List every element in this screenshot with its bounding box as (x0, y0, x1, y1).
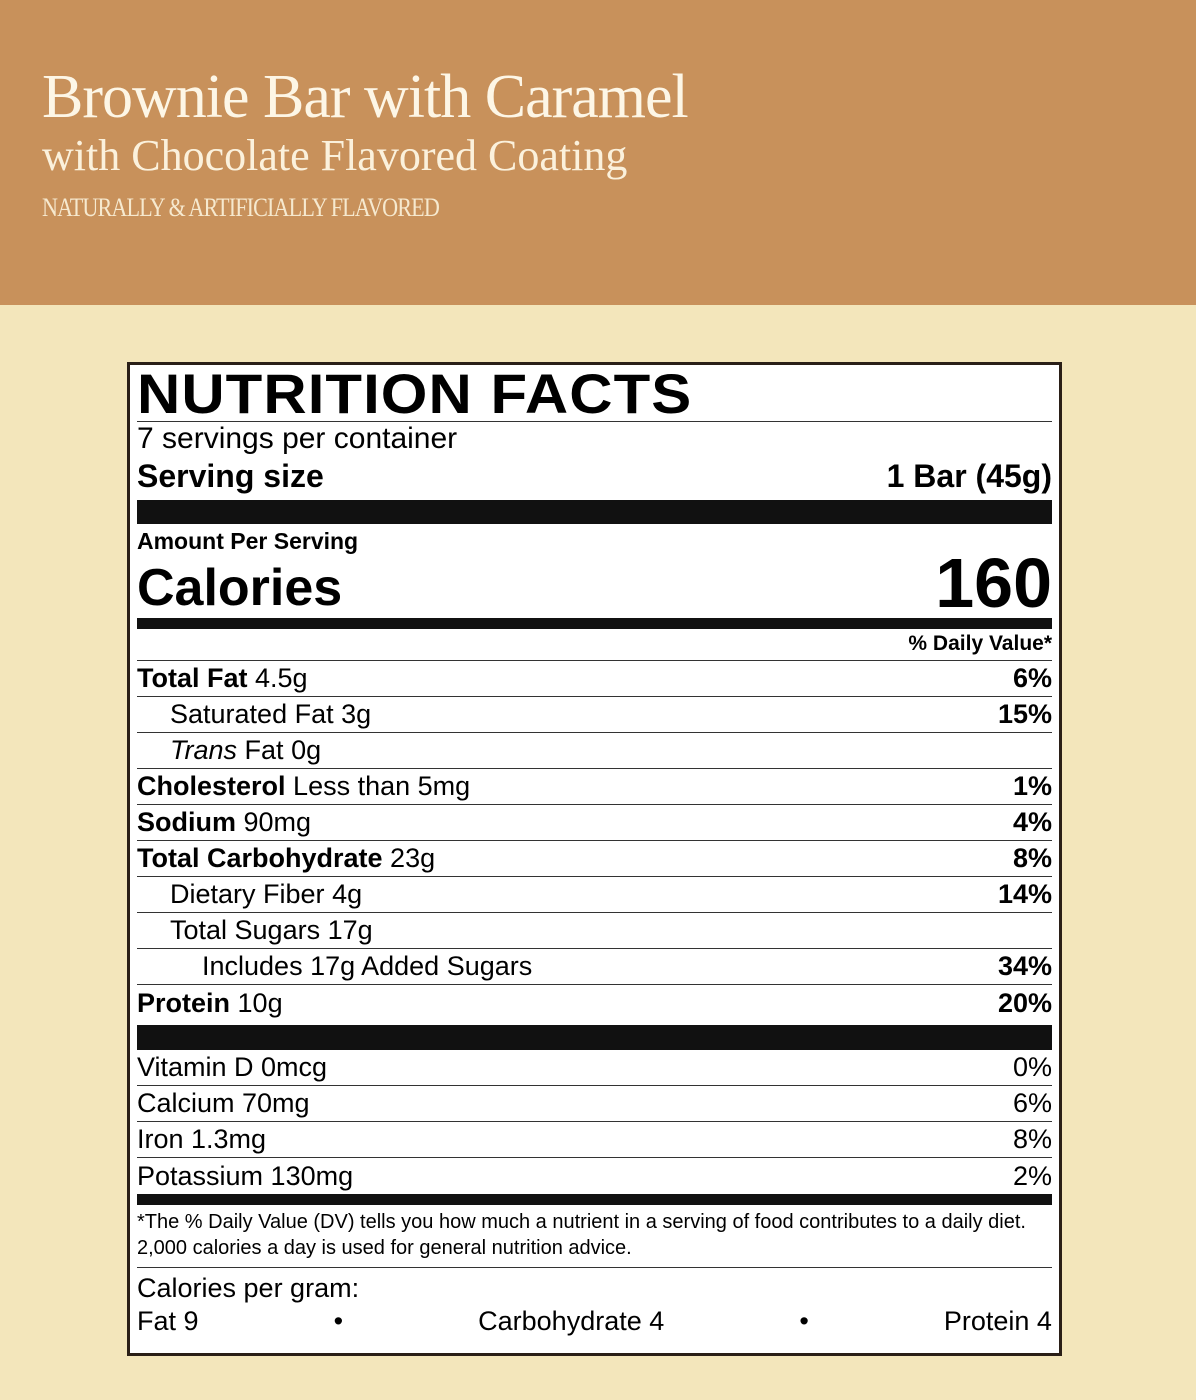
vitamin-dv: 6% (1012, 1088, 1052, 1118)
vitamin-dv: 0% (1012, 1052, 1052, 1082)
nutrient-row: Trans Fat 0g (137, 733, 1052, 769)
fat-per-gram: Fat 9 (137, 1306, 199, 1336)
nutrient-name: Sodium (137, 807, 236, 837)
product-header: Brownie Bar with Caramel with Chocolate … (0, 0, 1196, 305)
nutrient-dv: 20% (997, 987, 1052, 1018)
footnote: *The % Daily Value (DV) tells you how mu… (137, 1205, 1052, 1268)
nutrient-row: Total Sugars 17g (137, 913, 1052, 949)
vitamin-name: Iron 1.3mg (137, 1124, 267, 1154)
nutrient-label: Saturated Fat 3g (137, 699, 371, 730)
thick-divider (137, 1025, 1052, 1050)
nutrient-name: Total Fat (137, 663, 248, 693)
nutrient-label: Total Sugars 17g (137, 915, 373, 946)
vitamin-row: Potassium 130mg 2% (137, 1158, 1052, 1194)
nutrient-amount: 0g (291, 735, 322, 765)
nutrient-amount: 10g (237, 987, 283, 1018)
nutrient-name: Includes 17g Added Sugars (202, 951, 533, 981)
serving-size-label: Serving size (137, 458, 324, 494)
nutrition-facts-label: NUTRITION FACTS 7 servings per container… (127, 362, 1062, 1356)
nutrient-amount: 4.5g (255, 663, 308, 693)
vitamin-list: Vitamin D 0mcg 0% Calcium 70mg 6% Iron 1.3mg… (137, 1050, 1052, 1194)
divider (137, 421, 1052, 422)
nutrient-dv: 15% (997, 699, 1052, 729)
vitamin-row: Calcium 70mg 6% (137, 1086, 1052, 1122)
product-subtitle: with Chocolate Flavored Coating (42, 131, 628, 180)
nutrient-name: Total Sugars (170, 915, 321, 945)
nutrient-row: Includes 17g Added Sugars 34% (137, 949, 1052, 985)
calories-row: Calories 160 (137, 544, 1052, 622)
daily-value-header: % Daily Value* (137, 629, 1052, 661)
nutrient-label: Cholesterol Less than 5mg (137, 771, 470, 802)
nutrient-name-rest: Fat (244, 735, 284, 765)
nutrient-row: Dietary Fiber 4g 14% (137, 877, 1052, 913)
vitamin-name: Vitamin D 0mcg (137, 1052, 328, 1082)
vitamin-row: Iron 1.3mg 8% (137, 1122, 1052, 1158)
nutrient-label: Trans Fat 0g (137, 735, 321, 766)
nutrient-label: Sodium 90mg (137, 807, 311, 838)
label-title: NUTRITION FACTS (137, 362, 693, 425)
nutrient-amount: 17g (327, 915, 373, 945)
nutrient-name: Total Carbohydrate (137, 843, 383, 873)
vitamin-row: Vitamin D 0mcg 0% (137, 1050, 1052, 1086)
carb-per-gram: Carbohydrate 4 (478, 1306, 665, 1336)
bullet: • (333, 1306, 344, 1336)
nutrient-name: Cholesterol (137, 771, 286, 801)
nutrient-dv: 34% (997, 951, 1052, 981)
nutrient-dv: 6% (1012, 663, 1052, 693)
nutrient-dv: 14% (997, 879, 1052, 909)
nutrient-name: Saturated Fat (170, 699, 334, 729)
nutrient-list: Total Fat 4.5g 6% Saturated Fat 3g 15% Trans… (137, 661, 1052, 1021)
nutrient-row: Cholesterol Less than 5mg 1% (137, 769, 1052, 805)
vitamin-name: Potassium 130mg (137, 1160, 354, 1191)
protein-per-gram: Protein 4 (943, 1306, 1052, 1336)
serving-size-value: 1 Bar (45g) (886, 458, 1052, 494)
vitamin-dv: 8% (1012, 1124, 1052, 1154)
calories-per-gram: Calories per gram: Fat 9 • Carbohydrate … (137, 1268, 1052, 1338)
product-title: Brownie Bar with Caramel (42, 63, 689, 131)
servings-per-container: 7 servings per container (137, 422, 458, 455)
nutrient-label: Dietary Fiber 4g (137, 879, 362, 910)
calories-label: Calories (137, 559, 343, 617)
vitamin-name: Calcium 70mg (137, 1088, 310, 1118)
nutrient-label: Total Carbohydrate 23g (137, 843, 435, 874)
nutrient-label: Protein 10g (137, 988, 283, 1019)
nutrient-label: Includes 17g Added Sugars (137, 951, 532, 982)
nutrient-amount: 4g (332, 879, 363, 909)
nutrient-dv: 8% (1012, 843, 1052, 873)
thick-divider (137, 500, 1052, 524)
nutrient-row: Total Fat 4.5g 6% (137, 661, 1052, 697)
nutrient-dv: 4% (1012, 807, 1052, 837)
nutrient-amount: 90mg (243, 807, 312, 837)
nutrient-name: Trans (170, 735, 238, 765)
nutrient-amount: Less than 5mg (293, 771, 471, 801)
vitamin-dv: 2% (1012, 1160, 1052, 1191)
nutrient-dv: 1% (1012, 771, 1052, 801)
nutrient-amount: 23g (390, 843, 436, 873)
nutrient-name: Dietary Fiber (170, 879, 325, 909)
nutrient-name: Protein (137, 987, 231, 1018)
nutrient-row: Saturated Fat 3g 15% (137, 697, 1052, 733)
nutrient-row: Total Carbohydrate 23g 8% (137, 841, 1052, 877)
nutrient-row: Protein 10g 20% (137, 985, 1052, 1021)
nutrient-amount: 3g (341, 699, 372, 729)
serving-size: Serving size 1 Bar (45g) (137, 456, 1052, 496)
amount-per-serving: Amount Per Serving (137, 528, 359, 554)
nutrient-row: Sodium 90mg 4% (137, 805, 1052, 841)
calories-per-gram-label: Calories per gram: (137, 1273, 360, 1303)
medium-divider (137, 618, 1052, 629)
calories-value: 160 (935, 544, 1052, 622)
medium-divider (137, 1194, 1052, 1205)
nutrient-label: Total Fat 4.5g (137, 663, 308, 694)
flavor-note: NATURALLY & ARTIFICIALLY FLAVORED (42, 193, 440, 222)
bullet: • (799, 1306, 809, 1336)
